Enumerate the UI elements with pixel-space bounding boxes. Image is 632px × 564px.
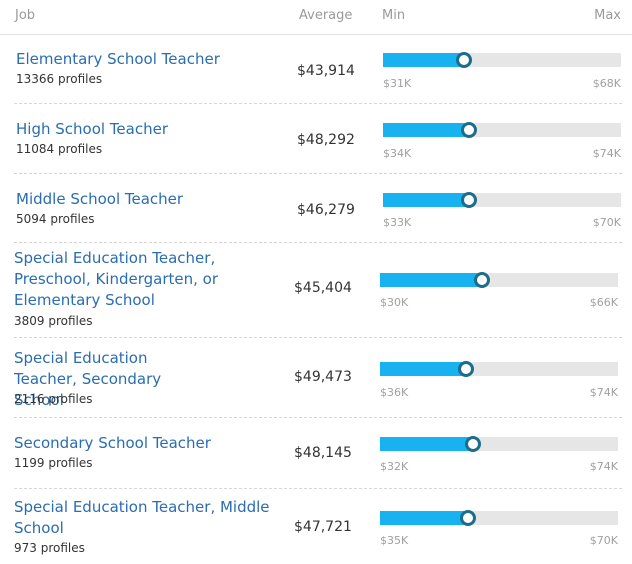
job-title-link[interactable]: Secondary School Teacher	[14, 434, 211, 452]
profile-count: 2116 profiles	[14, 392, 93, 406]
salary-bar-fill	[383, 193, 469, 207]
salary-bar-fill	[380, 511, 468, 525]
profile-count: 3809 profiles	[14, 314, 93, 328]
salary-min-label: $34K	[383, 147, 412, 160]
salary-bar-fill	[380, 362, 466, 376]
salary-range-bar	[383, 192, 621, 208]
salary-range-bar	[383, 52, 621, 68]
average-marker	[461, 122, 477, 138]
average-marker	[458, 361, 474, 377]
job-row: Middle School Teacher 5094 profiles $46,…	[0, 174, 632, 243]
salary-bar-fill	[380, 273, 482, 287]
salary-max-label: $74K	[589, 460, 618, 473]
salary-bar-fill	[383, 53, 464, 67]
profile-count: 13366 profiles	[16, 72, 103, 86]
salary-max-label: $70K	[589, 534, 618, 547]
row-divider	[14, 337, 622, 338]
average-salary: $43,914	[297, 63, 355, 79]
job-title-link[interactable]: Special Education Teacher, Secondary Sch…	[14, 349, 162, 409]
average-salary: $48,145	[294, 445, 352, 461]
row-divider	[14, 242, 622, 243]
average-salary: $45,404	[294, 280, 352, 296]
average-marker	[460, 510, 476, 526]
row-divider	[14, 417, 622, 418]
salary-range-bar	[380, 361, 618, 377]
row-divider	[14, 173, 622, 174]
job-title-link[interactable]: High School Teacher	[16, 120, 168, 138]
salary-min-label: $33K	[383, 216, 412, 229]
salary-max-label: $74K	[592, 147, 621, 160]
average-marker	[456, 52, 472, 68]
row-divider	[14, 488, 622, 489]
average-salary: $46,279	[297, 202, 355, 218]
salary-min-label: $32K	[380, 460, 409, 473]
row-divider	[14, 103, 622, 104]
salary-range-bar	[383, 122, 621, 138]
job-title-link[interactable]: Special Education Teacher, Preschool, Ki…	[14, 249, 219, 309]
job-row: Special Education Teacher, Preschool, Ki…	[0, 243, 632, 338]
job-row: Secondary School Teacher 1199 profiles $…	[0, 418, 632, 489]
salary-range-bar	[380, 272, 618, 288]
job-row: Special Education Teacher, Secondary Sch…	[0, 338, 632, 418]
salary-max-label: $68K	[592, 77, 621, 90]
profile-count: 1199 profiles	[14, 456, 93, 470]
table-header: Job Average Min Max	[0, 0, 632, 35]
profile-count: 5094 profiles	[16, 212, 95, 226]
average-salary: $47,721	[294, 519, 352, 535]
average-marker	[474, 272, 490, 288]
salary-max-label: $66K	[589, 296, 618, 309]
salary-min-label: $35K	[380, 534, 409, 547]
column-header-average: Average	[299, 8, 353, 23]
job-title-link[interactable]: Middle School Teacher	[16, 190, 184, 208]
salary-min-label: $30K	[380, 296, 409, 309]
job-row: High School Teacher 11084 profiles $48,2…	[0, 104, 632, 174]
column-header-min: Min	[382, 8, 406, 23]
job-title-link[interactable]: Special Education Teacher, Middle School	[14, 498, 270, 537]
salary-range-bar	[380, 510, 618, 526]
average-salary: $48,292	[297, 132, 355, 148]
salary-max-label: $74K	[589, 386, 618, 399]
salary-bar-fill	[380, 437, 473, 451]
average-salary: $49,473	[294, 369, 352, 385]
average-marker	[465, 436, 481, 452]
job-row: Special Education Teacher, Middle School…	[0, 489, 632, 564]
salary-range-bar	[380, 436, 618, 452]
column-header-job: Job	[15, 8, 36, 23]
average-marker	[461, 192, 477, 208]
salary-min-label: $31K	[383, 77, 412, 90]
job-title-link[interactable]: Elementary School Teacher	[16, 50, 220, 68]
salary-min-label: $36K	[380, 386, 409, 399]
salary-bar-fill	[383, 123, 469, 137]
job-row: Elementary School Teacher 13366 profiles…	[0, 35, 632, 104]
salary-max-label: $70K	[592, 216, 621, 229]
profile-count: 11084 profiles	[16, 142, 103, 156]
column-header-max: Max	[594, 8, 621, 23]
profile-count: 973 profiles	[14, 541, 85, 555]
